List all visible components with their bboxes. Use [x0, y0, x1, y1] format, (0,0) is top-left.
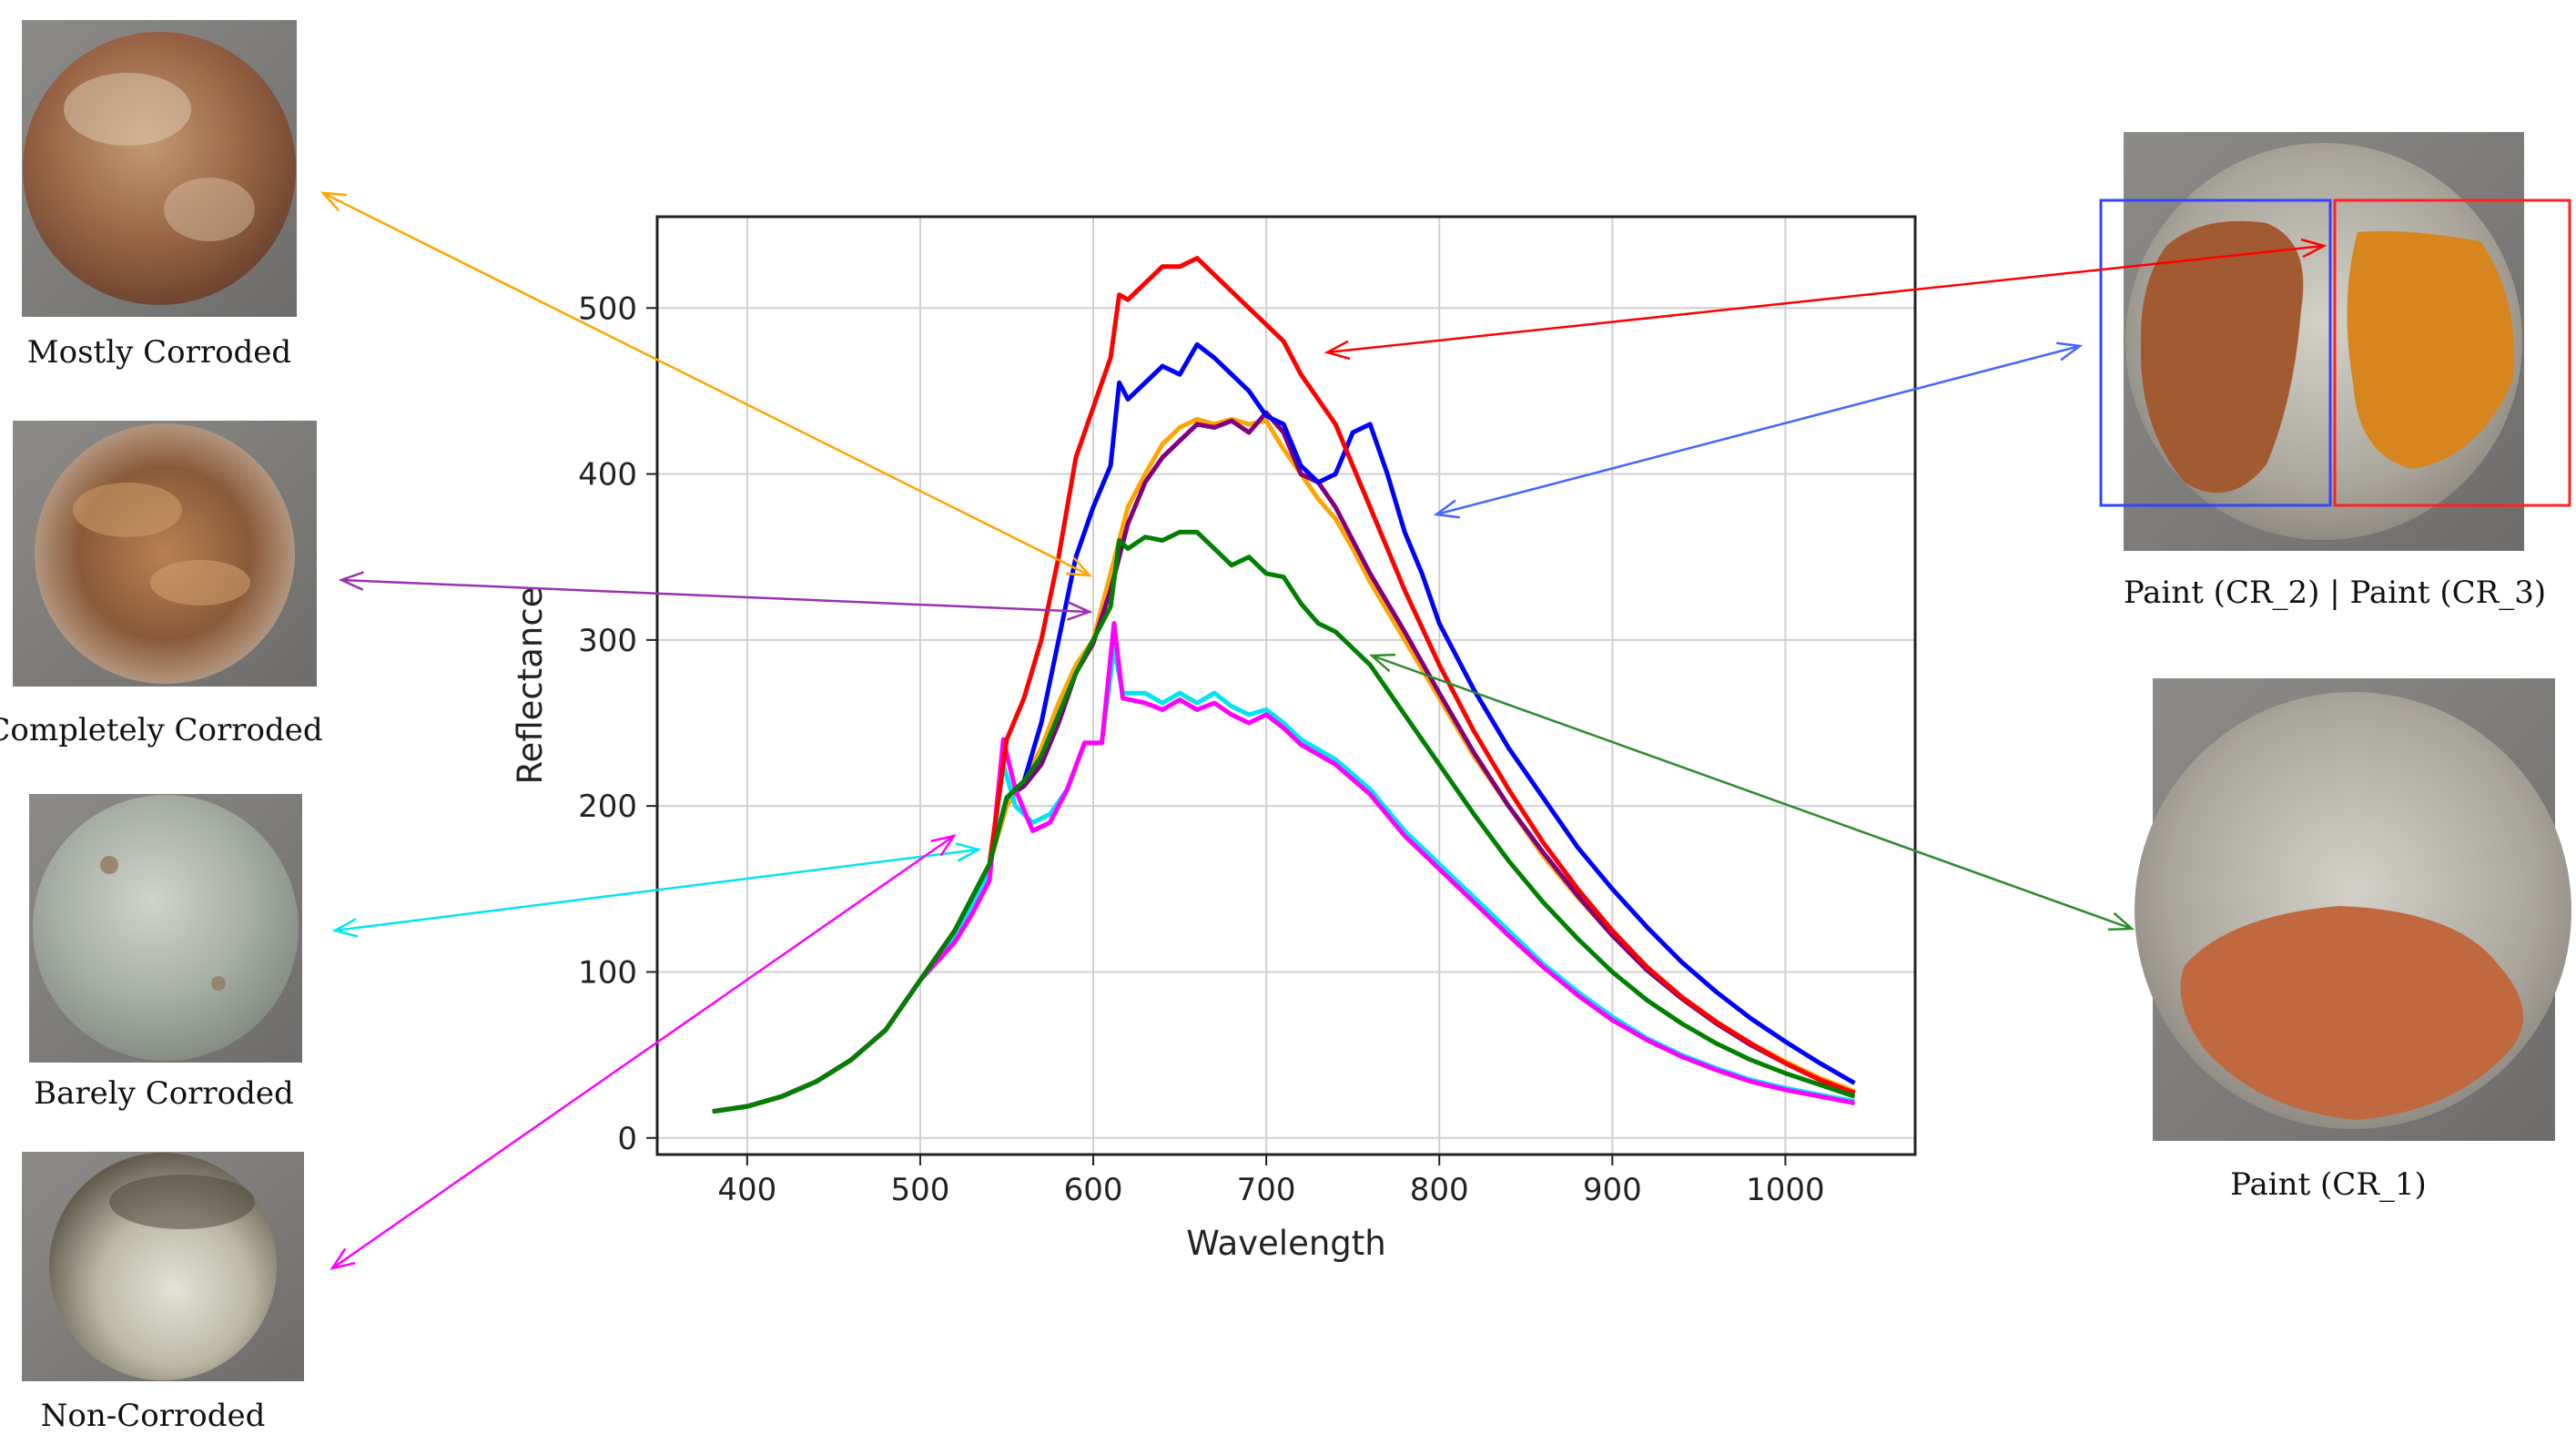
label-paint-cr1: Paint (CR_1): [2230, 1166, 2427, 1203]
y-tick-label: 300: [578, 623, 637, 659]
arrow-mostly-corroded: [319, 191, 1093, 577]
y-tick-label: 400: [578, 457, 637, 494]
label-completely-corroded: Completely Corroded: [0, 712, 323, 748]
photo-non-corroded: [22, 1152, 304, 1381]
grid: [657, 217, 1915, 1155]
label-barely-corroded: Barely Corroded: [34, 1075, 294, 1112]
photo-completely-corroded: [13, 421, 317, 687]
photo-paint-cr2-cr3: [2099, 132, 2571, 551]
series-line-paint-cr1: [712, 529, 1856, 1114]
series-line-non-corroded: [712, 621, 1855, 1114]
annotation-arrows: [319, 191, 2328, 1270]
box-cr2: [2099, 198, 2332, 507]
plot-frame: [655, 215, 1917, 1156]
x-tick-label: 600: [1064, 1172, 1123, 1208]
y-tick-label: 100: [578, 954, 637, 991]
label-paint-cr2-cr3: Paint (CR_2) | Paint (CR_3): [2124, 575, 2546, 611]
arrow-non-corroded: [330, 834, 957, 1270]
arrow-completely-corroded: [338, 571, 1093, 621]
arrow-paint-cr3: [1323, 238, 2328, 361]
y-tick-label: 200: [578, 789, 637, 825]
photo-barely-corroded: [29, 794, 302, 1063]
series-line-barely-corroded: [712, 646, 1855, 1114]
arrow-barely-corroded: [331, 842, 982, 938]
label-mostly-corroded: Mostly Corroded: [27, 334, 291, 371]
x-tick-label: 500: [890, 1172, 949, 1208]
y-axis-label: Reflectance: [511, 587, 550, 785]
series-group: [712, 256, 1856, 1114]
x-tick-label: 800: [1410, 1172, 1469, 1208]
arrow-paint-cr2: [1433, 341, 2084, 519]
arrow-paint-cr1: [1368, 653, 2135, 931]
x-tick-label: 1000: [1746, 1172, 1825, 1208]
photo-mostly-corroded: [22, 20, 297, 317]
series-line-mostly-corroded: [712, 416, 1856, 1114]
box-cr3: [2333, 198, 2571, 507]
y-tick-label: 0: [617, 1121, 637, 1157]
photo-paint-cr1: [2135, 678, 2571, 1141]
ticks: 400 500 600 700 800 900 1000 0 100 200 300 400 500: [578, 290, 1825, 1208]
x-tick-label: 700: [1237, 1172, 1296, 1208]
x-tick-label: 900: [1583, 1172, 1642, 1208]
series-line-paint-cr3: [712, 256, 1856, 1114]
label-non-corroded: Non-Corroded: [41, 1398, 266, 1434]
series-line-completely-corroded: [712, 410, 1856, 1114]
x-axis-label: Wavelength: [1186, 1224, 1386, 1263]
y-tick-label: 500: [578, 290, 637, 327]
x-tick-label: 400: [717, 1172, 776, 1208]
